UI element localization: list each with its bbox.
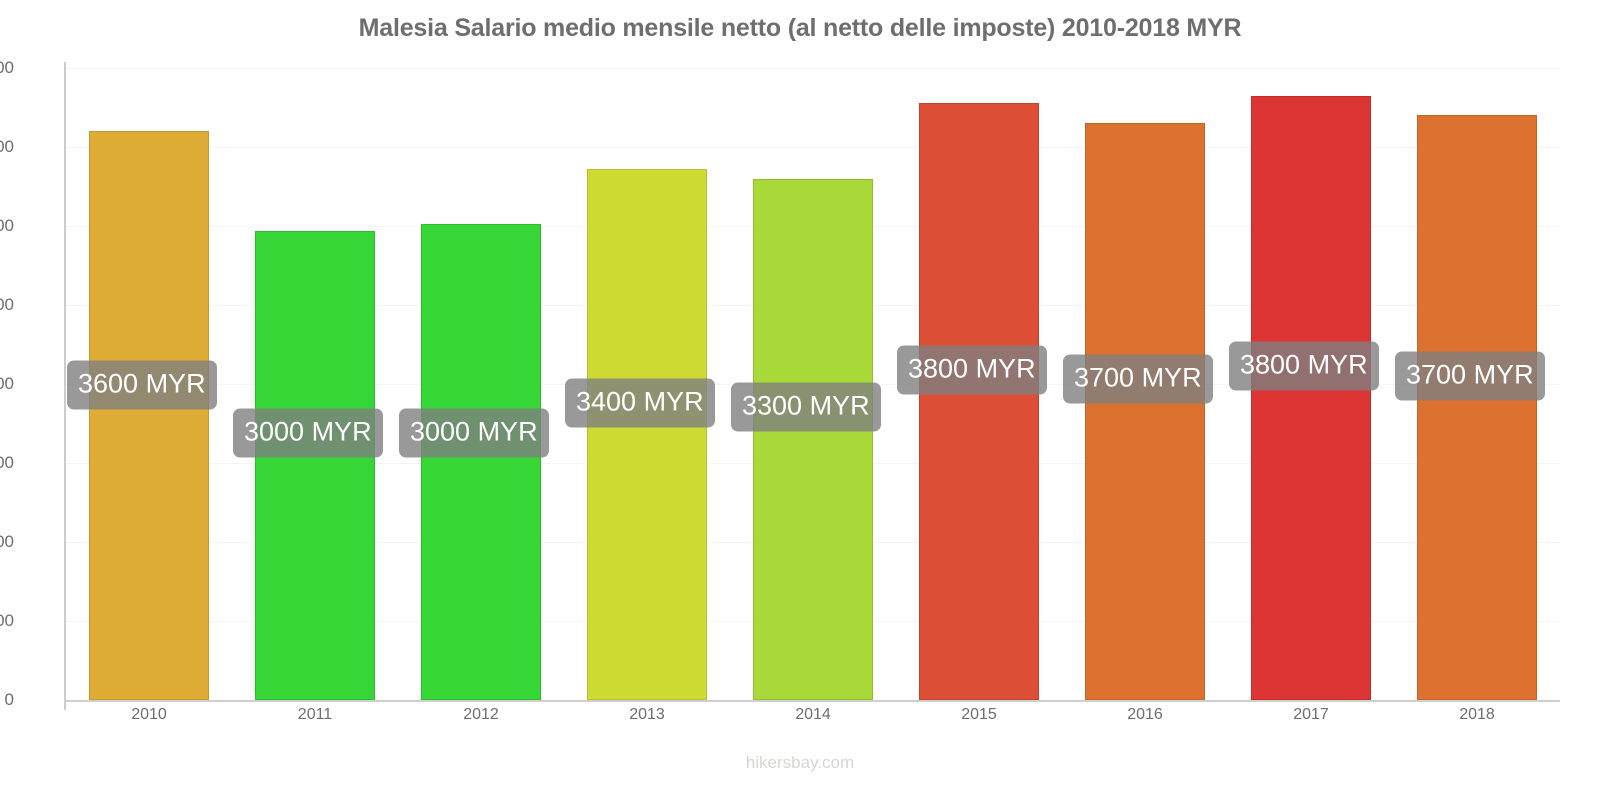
bar[interactable]: [587, 169, 707, 700]
y-axis-tick-label: 1000: [0, 532, 14, 551]
x-axis-tick-label: 2016: [1127, 706, 1163, 723]
y-axis-tick-label: 1500: [0, 453, 14, 472]
bar-value-label: 3300 MYR: [731, 382, 881, 432]
y-axis-line: [64, 62, 66, 710]
bar[interactable]: [919, 102, 1039, 700]
gridline: [66, 700, 1560, 702]
bar-value-label: 3600 MYR: [67, 360, 217, 410]
bar-group[interactable]: 2015: [919, 68, 1039, 723]
x-axis-tick-label: 2013: [629, 706, 665, 723]
bar-group[interactable]: 2014: [753, 68, 873, 723]
chart-title: Malesia Salario medio mensile netto (al …: [358, 14, 1242, 42]
bar-value-label: 3400 MYR: [565, 378, 715, 428]
x-axis-tick-label: 2017: [1293, 706, 1329, 723]
x-axis-tick-label: 2012: [463, 706, 499, 723]
y-axis-tick-label: 0: [4, 690, 14, 709]
bar-value-label: 3700 MYR: [1063, 354, 1213, 404]
bar[interactable]: [753, 178, 873, 700]
bar-group[interactable]: 2012: [421, 68, 541, 723]
x-axis-tick-label: 2010: [131, 706, 167, 723]
y-axis-tick-label: 2000: [0, 374, 14, 393]
bar-value-label: 3000 MYR: [233, 408, 383, 458]
footer-source: hikersbay.com: [745, 753, 855, 772]
x-axis-tick-label: 2018: [1459, 706, 1495, 723]
y-axis-tick-label: 2500: [0, 295, 14, 314]
y-axis-tick-label: 500: [0, 611, 14, 630]
bar-group[interactable]: 2018: [1417, 68, 1537, 723]
bar[interactable]: [421, 224, 541, 700]
gridline: [66, 68, 1560, 69]
x-axis-tick-label: 2014: [795, 706, 831, 723]
bar-group[interactable]: 2010: [89, 68, 209, 723]
plot-area: 0 500 1000 1500 2000 2500 3000 3500 4000 2010 201…: [0, 58, 1560, 723]
y-axis-tick-label: 4000: [0, 58, 14, 77]
bar[interactable]: [1251, 96, 1371, 700]
x-axis-tick-label: 2011: [297, 706, 333, 723]
bar-group[interactable]: 2017: [1251, 68, 1371, 723]
y-axis-tick-label: 3000: [0, 216, 14, 235]
bar-group[interactable]: 2013: [587, 68, 707, 723]
bar-value-label: 3700 MYR: [1395, 351, 1545, 401]
bar-group[interactable]: 2011: [255, 68, 375, 723]
bar-value-label: 3800 MYR: [897, 345, 1047, 395]
y-axis-tick-label: 3500: [0, 137, 14, 156]
bar[interactable]: [89, 131, 209, 700]
x-axis-tick-label: 2015: [961, 706, 997, 723]
bar[interactable]: [255, 230, 375, 700]
bar[interactable]: [1085, 123, 1205, 700]
bar[interactable]: [1417, 115, 1537, 700]
bar-group[interactable]: 2016: [1085, 68, 1205, 723]
bar-value-label: 3000 MYR: [399, 408, 549, 458]
gridline: [66, 147, 1560, 148]
bar-value-label: 3800 MYR: [1229, 341, 1379, 391]
